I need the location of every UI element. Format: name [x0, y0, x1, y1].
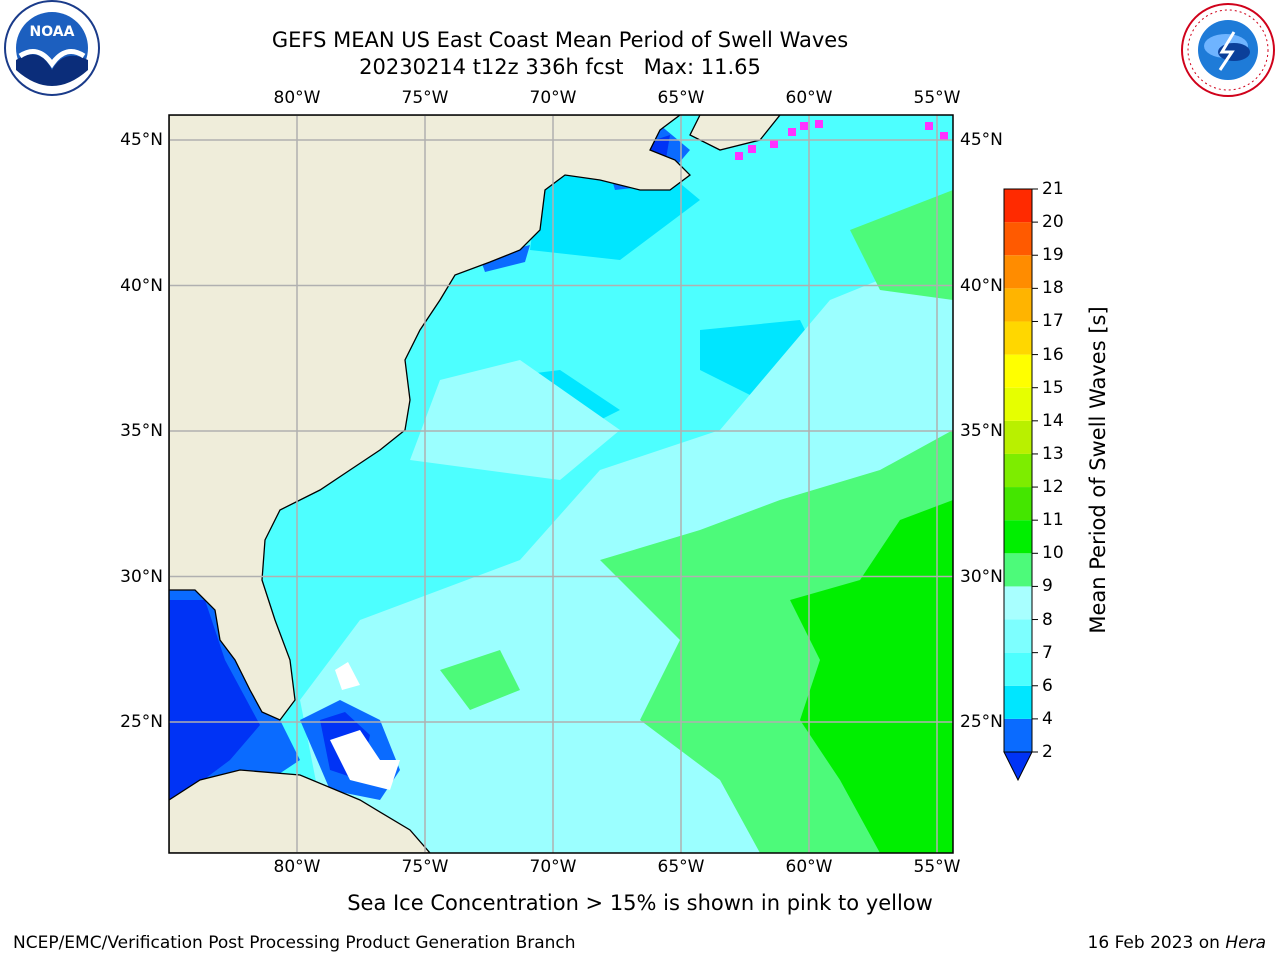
- ocean-green-region: [850, 190, 953, 300]
- colorbar-swatch: [1004, 619, 1032, 653]
- map-title: GEFS MEAN US East Coast Mean Period of S…: [271, 28, 849, 52]
- lon-label-bottom: 55°W: [913, 857, 961, 877]
- colorbar-tick-label: 16: [1042, 344, 1064, 365]
- map-subtitle: 20230214 t12z 336h fcst Max: 11.65: [359, 55, 761, 79]
- sea-ice-cell: [735, 152, 743, 160]
- lat-label-right: 45°N: [960, 130, 1003, 150]
- lat-label-right: 30°N: [960, 566, 1003, 587]
- colorbar-under-arrow: [1003, 751, 1033, 782]
- colorbar-tick-label: 12: [1042, 477, 1064, 498]
- lon-label-top: 70°W: [529, 88, 577, 108]
- land-cuba: [169, 769, 431, 853]
- lat-label-left: 45°N: [120, 130, 163, 150]
- sea-ice-cell: [815, 120, 823, 128]
- lon-label-top: 80°W: [273, 88, 321, 108]
- noaa-logo-text: NOAA: [30, 24, 75, 40]
- footer-machine: Hera: [1225, 933, 1266, 953]
- noaa-logo-icon: NOAA: [0, 0, 104, 100]
- lat-label-right: 25°N: [960, 712, 1003, 732]
- colorbar-tick-label: 19: [1042, 245, 1064, 266]
- lat-label-left: 25°N: [120, 712, 163, 732]
- colorbar-tick-label: 8: [1042, 609, 1053, 630]
- colorbar-tick-label: 13: [1042, 443, 1064, 464]
- shelf-deep-blue-region: [169, 600, 260, 800]
- lat-label-left: 40°N: [120, 275, 163, 296]
- colorbar-title: Mean Period of Swell Waves [s]: [1086, 306, 1110, 634]
- colorbar-tick-label: 15: [1042, 377, 1064, 398]
- colorbar-swatch: [1004, 354, 1032, 388]
- colorbar-tick-label: 20: [1042, 212, 1064, 233]
- lon-label-top: 65°W: [657, 88, 705, 108]
- colorbar-frame: [1003, 188, 1033, 753]
- land-nova-scotia: [689, 115, 781, 151]
- lon-label-bottom: 80°W: [273, 857, 321, 877]
- sea-ice-cell: [748, 145, 756, 153]
- colorbar-tick-label: 11: [1042, 510, 1064, 531]
- lon-label-bottom: 75°W: [401, 857, 449, 877]
- sea-ice-cell: [800, 122, 808, 130]
- ocean-light-region: [410, 360, 620, 480]
- colorbar-swatch: [1004, 387, 1032, 421]
- colorbar-swatch: [1004, 288, 1032, 322]
- colorbar-swatch: [1004, 685, 1032, 719]
- map-frame: [168, 114, 954, 854]
- colorbar-tick-label: 7: [1042, 642, 1053, 663]
- lon-label-top: 55°W: [913, 88, 961, 108]
- bahamas-no-data: [335, 662, 360, 690]
- sea-ice-note: Sea Ice Concentration > 15% is shown in …: [347, 891, 933, 915]
- lat-label-left: 30°N: [120, 566, 163, 587]
- footer-date-text: 16 Feb 2023 on: [1087, 933, 1226, 953]
- colorbar-swatch: [1004, 453, 1032, 488]
- lat-label-right: 35°N: [960, 421, 1003, 441]
- sea-ice-cell: [788, 128, 796, 136]
- sea-ice-cell: [770, 140, 778, 148]
- map-content: [169, 115, 953, 853]
- lon-label-bottom: 70°W: [529, 857, 577, 877]
- lat-label-right: 40°N: [960, 275, 1003, 296]
- ocean-green-region: [440, 650, 520, 710]
- lat-label-left: 35°N: [120, 421, 163, 441]
- colorbar-swatch: [1004, 487, 1032, 521]
- colorbar-tick-label: 6: [1042, 675, 1053, 696]
- colorbar-tick-label: 9: [1042, 576, 1053, 597]
- footer-date: 16 Feb 2023 on Hera: [1088, 933, 1266, 953]
- lon-label-top: 75°W: [401, 88, 449, 108]
- colorbar-tick-label: 21: [1042, 179, 1064, 199]
- land-us-east-coast: [169, 115, 691, 721]
- colorbar-tick-label: 14: [1042, 410, 1064, 431]
- footer-credit: NCEP/EMC/Verification Post Processing Pr…: [13, 933, 576, 953]
- colorbar-swatch: [1004, 321, 1032, 355]
- sea-ice-cell: [940, 132, 948, 140]
- colorbar-tick-label: 2: [1042, 742, 1053, 762]
- colorbar-tick-label: 17: [1042, 311, 1064, 332]
- colorbar-swatch: [1004, 420, 1032, 454]
- colorbar-swatch: [1004, 520, 1032, 554]
- colorbar-swatch: [1004, 586, 1032, 620]
- colorbar-swatch: [1004, 652, 1032, 686]
- colorbar-tick-label: 18: [1042, 278, 1064, 299]
- colorbar-swatch: [1004, 189, 1032, 223]
- nws-logo-icon: [1178, 2, 1278, 100]
- lon-label-bottom: 60°W: [785, 857, 833, 877]
- lon-label-top: 60°W: [785, 88, 833, 108]
- ocean-bright-green-region: [790, 500, 953, 853]
- colorbar-tick-label: 4: [1042, 708, 1053, 729]
- colorbar-swatch: [1004, 255, 1032, 289]
- shelf-blue-region: [480, 245, 530, 272]
- bahamas-no-data: [330, 730, 400, 790]
- colorbar-swatch: [1004, 718, 1032, 752]
- colorbar-tick-label: 10: [1042, 543, 1064, 564]
- colorbar-swatch: [1004, 553, 1032, 587]
- lon-label-bottom: 65°W: [657, 857, 705, 877]
- sea-ice-cell: [925, 122, 933, 130]
- colorbar-swatch: [1004, 222, 1032, 256]
